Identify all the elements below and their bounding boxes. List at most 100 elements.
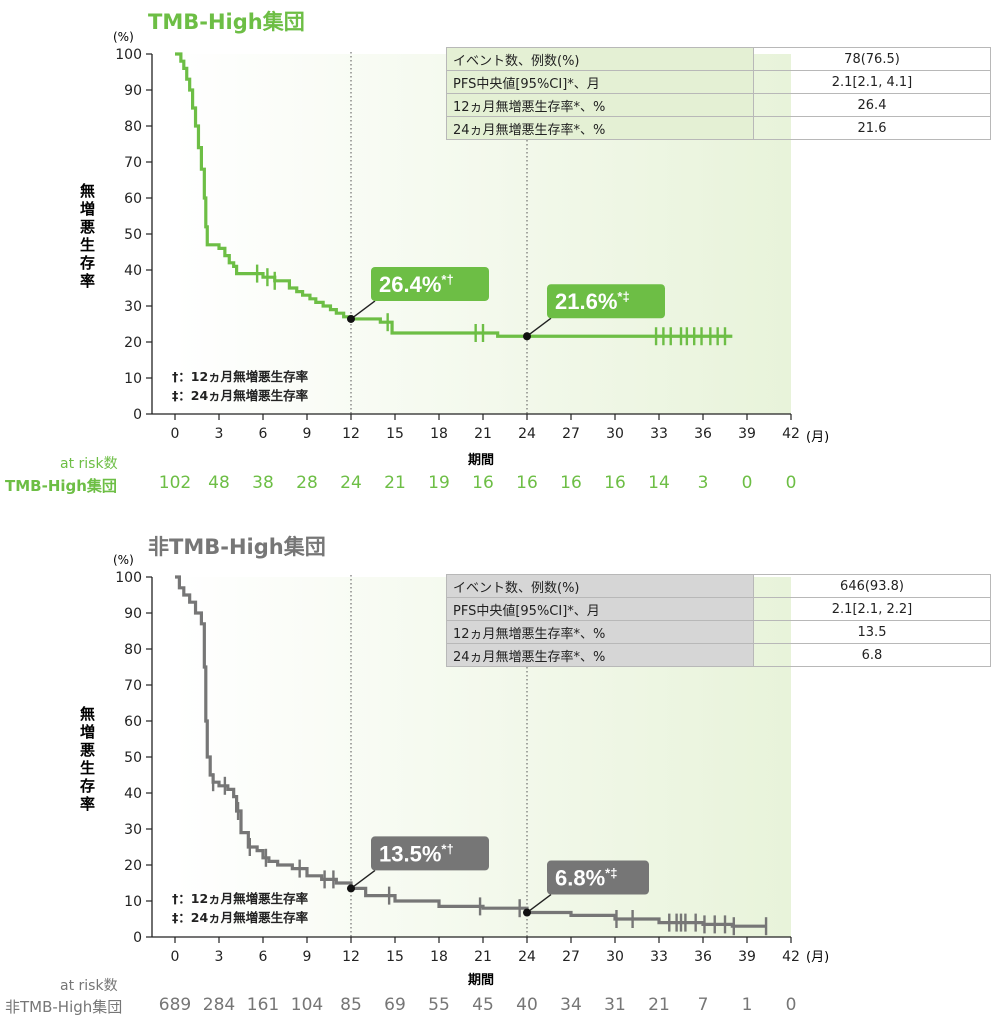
annotation-label: 13.5%*†: [379, 841, 454, 866]
y-tick-label: 20: [124, 335, 142, 351]
x-tick-label: 15: [386, 949, 404, 965]
at-risk-value: 69: [384, 995, 406, 1015]
y-tick-label: 50: [124, 750, 142, 766]
stats-label: PFS中央値[95%CI]*、月: [446, 597, 754, 621]
stats-value: 21.6: [753, 116, 991, 140]
x-tick-label: 30: [606, 426, 624, 442]
annotation-point: [523, 332, 531, 341]
x-tick-label: 9: [303, 949, 312, 965]
footnote-24m: ‡：24ヵ月無増悪生存率: [172, 388, 309, 403]
x-tick-label: 6: [259, 426, 268, 442]
stats-value: 6.8: [753, 643, 991, 667]
annotation-box: [371, 266, 489, 301]
x-tick-label: 33: [650, 949, 668, 965]
stats-label: 24ヵ月無増悪生存率*、%: [446, 643, 754, 667]
at-risk-value: 34: [560, 995, 582, 1015]
annotation-leader: [526, 317, 552, 337]
y-axis-title: 無増悪生存率: [80, 182, 96, 290]
stats-row: イベント数、例数(%) 646(93.8): [446, 574, 991, 598]
x-tick-label: 3: [215, 426, 224, 442]
stats-label: イベント数、例数(%): [446, 47, 754, 71]
x-axis-title: 期間: [468, 453, 495, 468]
annotation-superscript: *†: [441, 272, 453, 287]
y-tick-label: 100: [115, 47, 142, 63]
stats-label: 12ヵ月無増悪生存率*、%: [446, 620, 754, 644]
y-tick-label: 90: [124, 606, 142, 622]
y-axis-title: 無増悪生存率: [80, 705, 96, 813]
at-risk-value: 48: [208, 473, 230, 493]
x-tick-label: 39: [738, 949, 756, 965]
x-tick-label: 3: [215, 949, 224, 965]
stats-label: PFS中央値[95%CI]*、月: [446, 70, 754, 94]
stats-value: 2.1[2.1, 2.2]: [753, 597, 991, 621]
y-unit: (%): [113, 30, 134, 44]
at-risk-value: 102: [158, 473, 192, 493]
annotation-point: [347, 314, 355, 323]
x-tick-label: 42: [782, 426, 800, 442]
x-tick-label: 9: [303, 426, 312, 442]
x-tick-label: 0: [171, 949, 180, 965]
annotation-superscript: *†: [441, 841, 453, 856]
at-risk-value: 0: [785, 995, 797, 1015]
x-tick-label: 24: [518, 949, 536, 965]
at-risk-value: 28: [296, 473, 318, 493]
stats-label: 12ヵ月無増悪生存率*、%: [446, 93, 754, 117]
y-tick-label: 80: [124, 119, 142, 135]
x-tick-label: 21: [474, 426, 492, 442]
at-risk-value: 16: [516, 473, 538, 493]
y-tick-label: 60: [124, 714, 142, 730]
at-risk-value: 21: [384, 473, 406, 493]
footnote-12m: †：12ヵ月無増悪生存率: [172, 891, 309, 906]
at-risk-caption: at risk数: [60, 456, 118, 472]
x-tick-label: 21: [474, 949, 492, 965]
stats-table: イベント数、例数(%) 78(76.5) PFS中央値[95%CI]*、月 2.1[…: [446, 47, 991, 140]
stats-row: PFS中央値[95%CI]*、月 2.1[2.1, 2.2]: [446, 597, 991, 621]
x-tick-label: 33: [650, 426, 668, 442]
stats-row: PFS中央値[95%CI]*、月 2.1[2.1, 4.1]: [446, 70, 991, 94]
x-tick-label: 0: [171, 426, 180, 442]
footnote-12m: †：12ヵ月無増悪生存率: [172, 369, 309, 384]
stats-row: 24ヵ月無増悪生存率*、% 21.6: [446, 116, 991, 140]
x-tick-label: 18: [430, 949, 448, 965]
stats-table: イベント数、例数(%) 646(93.8) PFS中央値[95%CI]*、月 2.1…: [446, 574, 991, 667]
x-axis-title: 期間: [468, 973, 495, 988]
y-tick-label: 40: [124, 263, 142, 279]
stats-value: 26.4: [753, 93, 991, 117]
x-tick-label: 30: [606, 949, 624, 965]
at-risk-value: 16: [560, 473, 582, 493]
x-tick-label: 27: [562, 426, 580, 442]
at-risk-value: 45: [472, 995, 494, 1015]
y-tick-label: 0: [133, 930, 142, 946]
tmb-high-panel: TMB-High集団 0 10 20 30 40 50 60 70 80 90 100 0 3 6 9 12 1…: [0, 0, 991, 505]
at-risk-value: 1: [741, 995, 753, 1015]
annotation-label: 26.4%*†: [379, 272, 454, 297]
at-risk-value: 24: [340, 473, 362, 493]
stats-row: イベント数、例数(%) 78(76.5): [446, 47, 991, 71]
survival-curve: [175, 52, 733, 338]
at-risk-value: 38: [252, 473, 274, 493]
at-risk-value: 85: [340, 995, 362, 1015]
at-risk-value: 16: [604, 473, 626, 493]
stats-row: 12ヵ月無増悪生存率*、% 13.5: [446, 620, 991, 644]
at-risk-value: 31: [604, 995, 626, 1015]
y-tick-label: 70: [124, 155, 142, 171]
stats-row: 12ヵ月無増悪生存率*、% 26.4: [446, 93, 991, 117]
at-risk-value: 284: [202, 995, 236, 1015]
annotation-box: [371, 836, 489, 871]
at-risk-value: 161: [246, 995, 280, 1015]
chart-title: 非TMB-High集団: [148, 535, 326, 559]
annotation-leader: [526, 893, 552, 914]
annotation-superscript: *‡: [617, 289, 629, 304]
x-tick-label: 12: [342, 426, 360, 442]
at-risk-value: 104: [290, 995, 324, 1015]
x-tick-label: 39: [738, 426, 756, 442]
y-tick-label: 0: [133, 407, 142, 423]
y-tick-label: 10: [124, 894, 142, 910]
y-tick-label: 100: [115, 570, 142, 586]
at-risk-value: 3: [697, 473, 709, 493]
x-tick-label: 27: [562, 949, 580, 965]
y-tick-label: 30: [124, 822, 142, 838]
stats-value: 78(76.5): [753, 47, 991, 71]
y-tick-label: 10: [124, 371, 142, 387]
stats-label: 24ヵ月無増悪生存率*、%: [446, 116, 754, 140]
